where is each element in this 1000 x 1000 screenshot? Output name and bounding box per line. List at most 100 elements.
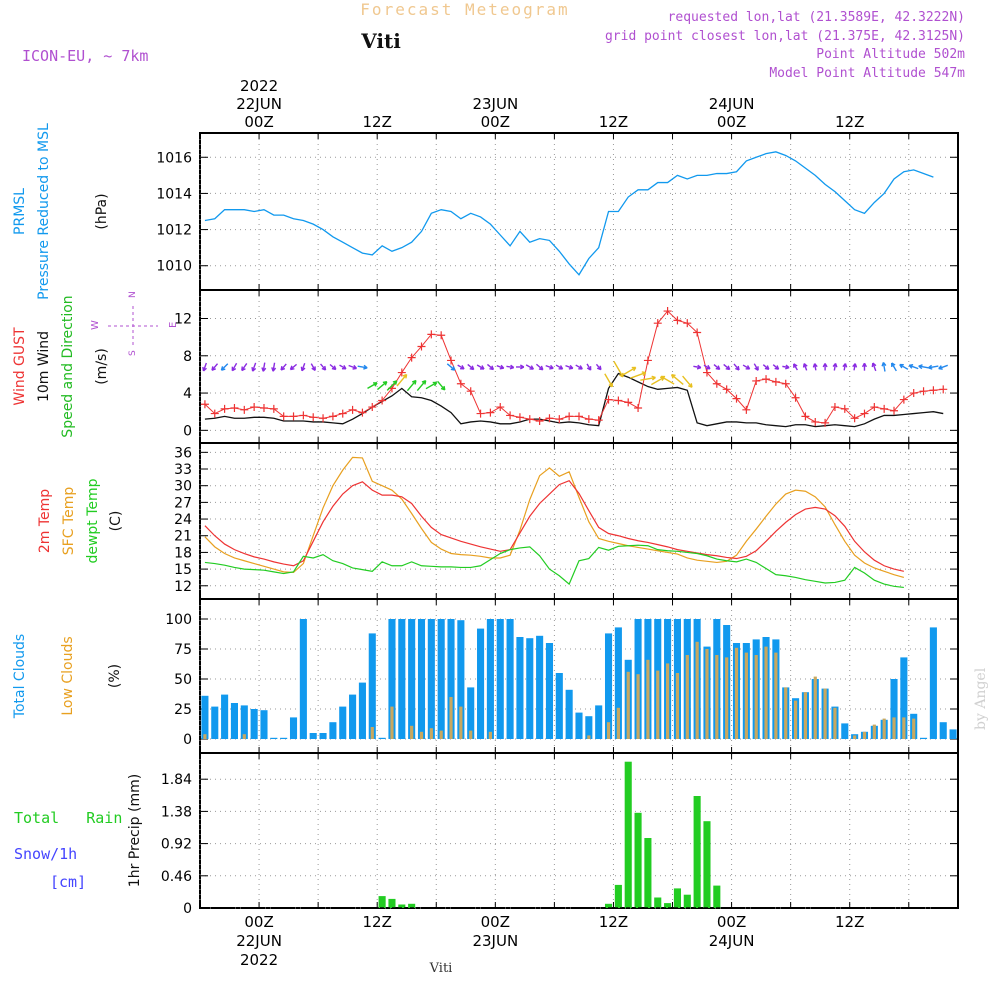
panel-0-ytick-label: 1010 xyxy=(156,259,192,275)
plot-layer: 1010101210141016048121215182124273033360… xyxy=(0,0,959,969)
wind-arrow-head xyxy=(432,381,438,387)
total-cloud-bar xyxy=(604,633,613,739)
panel-4-frame xyxy=(199,752,959,909)
wind-arrow xyxy=(802,363,808,371)
bottom-time-label: 24JUN xyxy=(709,932,755,950)
wind-arrow-shaft xyxy=(251,362,257,372)
low-cloud-bar xyxy=(656,670,660,739)
low-cloud-bar xyxy=(646,659,650,739)
wind-arrow xyxy=(782,364,790,370)
top-time-label: 12Z xyxy=(599,113,628,131)
bottom-time-label: 00Z xyxy=(717,913,746,931)
wind-arrow xyxy=(555,364,564,370)
station-title: Viti xyxy=(360,29,401,53)
gust-marker xyxy=(604,395,613,404)
wind-arrow-head xyxy=(631,366,637,372)
wind-arrow-shaft xyxy=(928,365,939,369)
total-cloud-bar xyxy=(408,619,416,739)
wind-arrow xyxy=(396,373,408,387)
compass-w: W xyxy=(90,320,101,330)
wind-arrow xyxy=(670,373,684,385)
panel-2-ytick-label: 27 xyxy=(174,495,192,511)
wind-arrow-shaft xyxy=(357,365,368,369)
wind-arrow-head xyxy=(568,364,574,370)
gust-marker xyxy=(506,411,515,420)
panel-0-ytick-label: 1016 xyxy=(156,150,192,166)
panel-2-ytick-label: 12 xyxy=(174,579,192,595)
low-cloud-bar xyxy=(488,731,492,739)
wind-arrow-head xyxy=(300,366,306,372)
panel-3-ylabel: Low Clouds xyxy=(60,636,76,715)
total-cloud-bar xyxy=(545,643,554,739)
wind-arrow xyxy=(861,362,868,371)
total-cloud-bar xyxy=(221,694,229,739)
wind-arrow xyxy=(713,364,721,371)
total-cloud-bar xyxy=(496,619,504,739)
gust-marker xyxy=(722,385,731,394)
gust-marker xyxy=(614,396,623,405)
wind-arrow-head xyxy=(411,379,417,385)
panel-1-ylabel: Speed and Direction xyxy=(60,295,76,437)
wind-arrow-head xyxy=(480,365,485,370)
wind-arrow xyxy=(241,363,248,372)
wind-arrow-head xyxy=(735,365,740,371)
low-cloud-bar xyxy=(685,655,689,739)
top-title: Forecast Meteogram xyxy=(360,0,569,19)
low-cloud-bar xyxy=(626,671,630,739)
info-line-1: requested lon,lat (21.3589E, 42.3222N) xyxy=(668,10,965,25)
wind-arrow-head xyxy=(899,363,904,369)
wind-arrow xyxy=(329,363,337,371)
wind-arrow xyxy=(367,382,378,389)
wind-arrow xyxy=(703,364,711,370)
wind-arrow-head xyxy=(321,365,327,371)
panel-4-ytick-label: 1.38 xyxy=(161,804,192,820)
total-cloud-bar xyxy=(575,712,583,739)
total-cloud-bar xyxy=(929,627,937,739)
panel-0-ylabel: (hPa) xyxy=(94,193,110,229)
gust-marker xyxy=(289,412,298,421)
gust-marker xyxy=(663,307,672,316)
total-cloud-bar xyxy=(398,619,406,739)
wind-arrow-head xyxy=(725,365,731,371)
wind-arrow xyxy=(595,363,602,371)
wind-arrow-head xyxy=(861,362,868,368)
low-cloud-bar xyxy=(370,727,374,739)
gust-marker xyxy=(909,389,918,398)
total-cloud-bar xyxy=(260,710,268,739)
top-time-label: 00Z xyxy=(244,113,273,131)
low-cloud-bar xyxy=(390,706,394,739)
wind-arrow-head xyxy=(231,366,237,372)
sfc-temp-line xyxy=(204,456,905,579)
rain-bar xyxy=(683,894,691,908)
wind-arrow xyxy=(832,362,838,371)
info-line-3: Point Altitude 502m xyxy=(816,47,965,62)
rain-bar xyxy=(398,904,406,908)
wind-arrow-head xyxy=(311,366,316,371)
rain-bar xyxy=(624,761,632,908)
compass-e: E xyxy=(168,322,179,328)
bottom-time-label: 00Z xyxy=(244,913,273,931)
total-cloud-bar xyxy=(368,633,376,739)
low-cloud-bar xyxy=(823,688,827,739)
watermark: by Angel xyxy=(973,667,989,730)
compass-cross xyxy=(108,306,158,346)
wind-arrow-head xyxy=(891,362,896,367)
wind-arrow xyxy=(928,364,939,370)
gust-marker xyxy=(486,408,495,417)
total-cloud-bar xyxy=(339,706,347,739)
gust-marker xyxy=(771,377,780,386)
rain-bar xyxy=(378,896,386,908)
total-cloud-bar xyxy=(536,635,544,739)
total-cloud-bar xyxy=(280,737,288,739)
total-cloud-bar xyxy=(211,706,219,739)
gust-line xyxy=(204,310,944,424)
wind-arrow xyxy=(437,380,446,391)
gust-marker xyxy=(348,405,357,414)
wind-arrow xyxy=(376,380,388,391)
wind-arrow-shaft xyxy=(918,365,929,369)
panel-1-ytick-label: 12 xyxy=(174,312,192,328)
wind-arrow xyxy=(348,364,358,370)
total-cloud-bar xyxy=(595,705,603,739)
gust-marker xyxy=(634,403,643,412)
